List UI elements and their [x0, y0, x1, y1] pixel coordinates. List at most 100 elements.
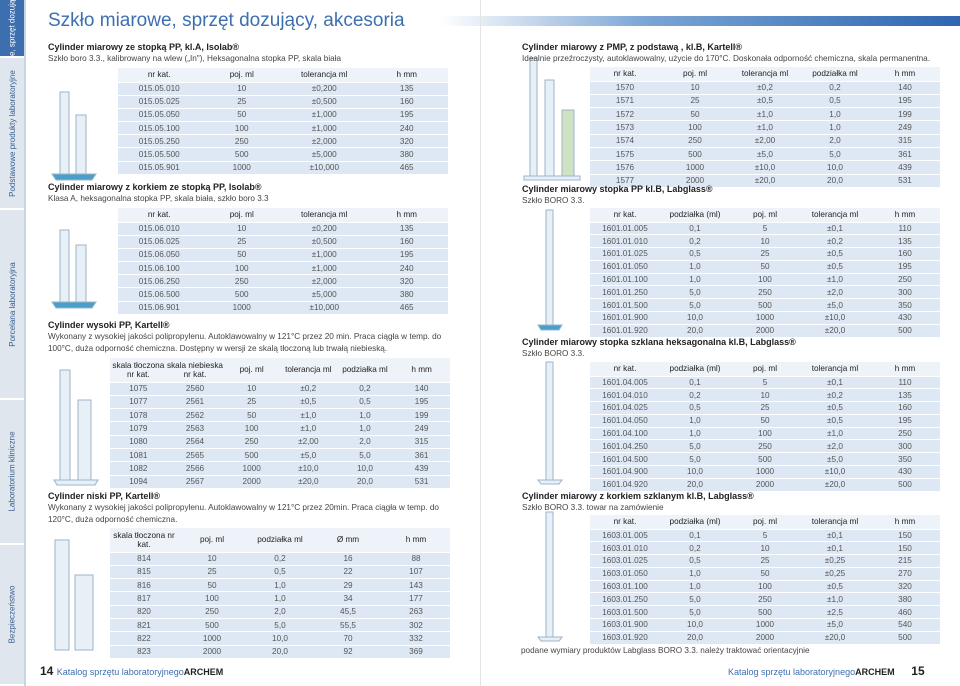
- data-row: 822 1000 10,0 70 332: [110, 631, 450, 646]
- cell: 015.05.250: [118, 134, 201, 149]
- data-row: 1601.01.500 5,0 500 ±5,0 350: [590, 298, 940, 313]
- cell: ±0,2: [800, 234, 870, 249]
- cell: 160: [870, 247, 940, 261]
- cell: 250: [730, 439, 800, 454]
- cell: ±1,000: [283, 261, 366, 276]
- cell: 1601.01.900: [590, 311, 660, 325]
- cell: 015.06.010: [118, 222, 201, 236]
- data-row: 1601.04.500 5,0 500 ±5,0 350: [590, 452, 940, 467]
- cell: 0,5: [336, 395, 394, 410]
- cell: 015.06.100: [118, 261, 201, 276]
- spec-table: nr kat. poj. ml tolerancja ml podziałka ml h…: [590, 67, 940, 188]
- cell: 250: [200, 274, 283, 289]
- cell: ±0,5: [279, 395, 337, 410]
- cell: ±1,000: [283, 248, 366, 263]
- cell: 2565: [166, 448, 224, 463]
- cell: 25: [223, 395, 280, 410]
- cell: 100: [730, 580, 800, 594]
- data-row: 1603.01.250 5,0 250 ±1,0 380: [590, 592, 940, 607]
- data-row: 814 10 0,2 16 88: [110, 552, 450, 566]
- cell: 50: [660, 107, 730, 122]
- data-row: 1601.04.250 5,0 250 ±2,0 300: [590, 439, 940, 454]
- cell: 107: [382, 565, 450, 580]
- data-row: 1601.01.920 20,0 2000 ±20,0 500: [590, 324, 940, 338]
- cell: 270: [870, 567, 940, 581]
- data-row: 1078 2562 50 ±1,0 1,0 199: [110, 408, 450, 423]
- cell: 015.06.050: [118, 248, 201, 263]
- cell: 1,0: [336, 408, 394, 423]
- cell: 215: [870, 554, 940, 568]
- cell: ±20,0: [279, 475, 337, 489]
- cell: 1603.01.900: [590, 618, 660, 632]
- cell: 1,0: [246, 591, 314, 606]
- data-row: 1603.01.005 0,1 5 ±0,1 150: [590, 529, 940, 543]
- cell: 140: [870, 81, 940, 95]
- data-row: 1079 2563 100 ±1,0 1,0 249: [110, 421, 450, 436]
- data-row: 015.06.250 250 ±2,000 320: [118, 274, 448, 289]
- cell: 820: [110, 605, 178, 619]
- cell: 823: [110, 645, 178, 659]
- cell: 2000: [178, 645, 246, 659]
- cell: 817: [110, 591, 178, 606]
- cell: 814: [110, 552, 178, 566]
- cell: 300: [870, 439, 940, 454]
- cell: 70: [314, 631, 382, 646]
- cell: 2,0: [336, 435, 394, 449]
- cell: 1,0: [660, 273, 730, 287]
- cell: 350: [870, 298, 940, 313]
- cell: 240: [365, 121, 448, 136]
- cell: 300: [870, 285, 940, 300]
- cell: 20,0: [336, 475, 394, 489]
- data-row: 1081 2565 500 ±5,0 5,0 361: [110, 448, 450, 463]
- cell: ±2,5: [800, 605, 870, 620]
- column-header: tolerancja ml: [279, 358, 337, 383]
- cell: 2566: [166, 461, 224, 476]
- cell: 439: [393, 461, 450, 476]
- cell: 500: [223, 448, 280, 463]
- cell: 015.05.100: [118, 121, 201, 136]
- cell: 50: [223, 408, 280, 423]
- data-row: 015.06.010 10 ±0,200 135: [118, 222, 448, 236]
- cell: 5,0: [336, 448, 394, 463]
- cell: 160: [870, 401, 940, 415]
- cell: 1601.01.005: [590, 222, 660, 236]
- data-row: 015.05.500 500 ±5,000 380: [118, 147, 448, 162]
- cell: 10,0: [800, 160, 870, 175]
- cell: 100: [660, 120, 730, 135]
- cell: ±0,200: [283, 222, 366, 236]
- column-header: podziałka ml: [336, 358, 394, 383]
- cell: 2,0: [800, 134, 870, 148]
- cell: 10: [660, 81, 730, 95]
- header-row: nr kat. podziałka (ml) poj. ml tolerancja m…: [590, 362, 940, 377]
- cell: 10: [223, 382, 280, 396]
- cell: 100: [178, 591, 246, 606]
- header-bar: [440, 16, 960, 26]
- column-header: nr kat.: [118, 208, 201, 223]
- cell: 1000: [730, 618, 800, 632]
- cell: 135: [365, 222, 448, 236]
- cell: 015.06.250: [118, 274, 201, 289]
- cell: 1,0: [660, 580, 730, 594]
- spec-table: nr kat. podziałka (ml) poj. ml tolerancja m…: [590, 362, 940, 492]
- column-header: tolerancja ml: [283, 208, 366, 223]
- cell: 135: [365, 82, 448, 96]
- data-row: 1601.04.900 10,0 1000 ±10,0 430: [590, 465, 940, 479]
- cell: 1603.01.010: [590, 541, 660, 556]
- cell: 1601.04.500: [590, 452, 660, 467]
- cell: 5,0: [660, 605, 730, 620]
- footer-brand: ARCHEM: [855, 667, 895, 677]
- column-header: tolerancja ml: [283, 68, 366, 83]
- cell: 500: [870, 478, 940, 492]
- cell: ±0,2: [279, 382, 337, 396]
- cell: 10: [730, 234, 800, 249]
- cell: 195: [870, 260, 940, 274]
- cell: ±1,0: [730, 120, 800, 135]
- cell: 2567: [166, 475, 224, 489]
- cell: 249: [393, 421, 450, 436]
- column-header: poj. ml: [730, 208, 800, 223]
- cell: 150: [870, 529, 940, 543]
- cell: 100: [223, 421, 280, 436]
- cell: 500: [730, 298, 800, 313]
- data-row: 1603.01.025 0,5 25 ±0,25 215: [590, 554, 940, 568]
- cell: 0,2: [800, 81, 870, 95]
